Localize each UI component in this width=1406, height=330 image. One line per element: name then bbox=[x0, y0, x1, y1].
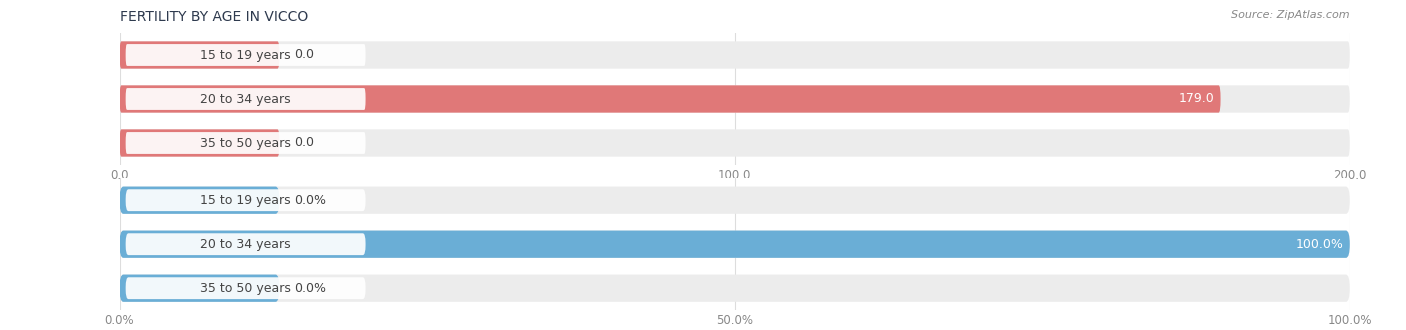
Text: 35 to 50 years: 35 to 50 years bbox=[200, 137, 291, 149]
Text: 0.0%: 0.0% bbox=[294, 282, 326, 295]
FancyBboxPatch shape bbox=[120, 85, 1350, 113]
FancyBboxPatch shape bbox=[125, 233, 366, 255]
FancyBboxPatch shape bbox=[120, 186, 280, 214]
FancyBboxPatch shape bbox=[120, 275, 280, 302]
FancyBboxPatch shape bbox=[125, 132, 366, 154]
FancyBboxPatch shape bbox=[120, 231, 1350, 258]
FancyBboxPatch shape bbox=[120, 85, 1220, 113]
FancyBboxPatch shape bbox=[120, 41, 1350, 69]
Text: FERTILITY BY AGE IN VICCO: FERTILITY BY AGE IN VICCO bbox=[120, 10, 308, 24]
Text: Source: ZipAtlas.com: Source: ZipAtlas.com bbox=[1232, 10, 1350, 20]
FancyBboxPatch shape bbox=[120, 129, 1350, 157]
Text: 15 to 19 years: 15 to 19 years bbox=[200, 49, 291, 61]
FancyBboxPatch shape bbox=[125, 88, 366, 110]
Text: 20 to 34 years: 20 to 34 years bbox=[200, 238, 291, 251]
Text: 100.0%: 100.0% bbox=[1296, 238, 1344, 251]
FancyBboxPatch shape bbox=[125, 277, 366, 299]
Text: 0.0: 0.0 bbox=[294, 137, 314, 149]
Text: 0.0%: 0.0% bbox=[294, 194, 326, 207]
FancyBboxPatch shape bbox=[120, 129, 280, 157]
Text: 0.0: 0.0 bbox=[294, 49, 314, 61]
FancyBboxPatch shape bbox=[125, 189, 366, 211]
FancyBboxPatch shape bbox=[120, 41, 280, 69]
FancyBboxPatch shape bbox=[125, 44, 366, 66]
Text: 20 to 34 years: 20 to 34 years bbox=[200, 92, 291, 106]
Text: 15 to 19 years: 15 to 19 years bbox=[200, 194, 291, 207]
FancyBboxPatch shape bbox=[120, 275, 1350, 302]
FancyBboxPatch shape bbox=[120, 231, 1350, 258]
FancyBboxPatch shape bbox=[120, 186, 1350, 214]
Text: 179.0: 179.0 bbox=[1178, 92, 1215, 106]
Text: 35 to 50 years: 35 to 50 years bbox=[200, 282, 291, 295]
